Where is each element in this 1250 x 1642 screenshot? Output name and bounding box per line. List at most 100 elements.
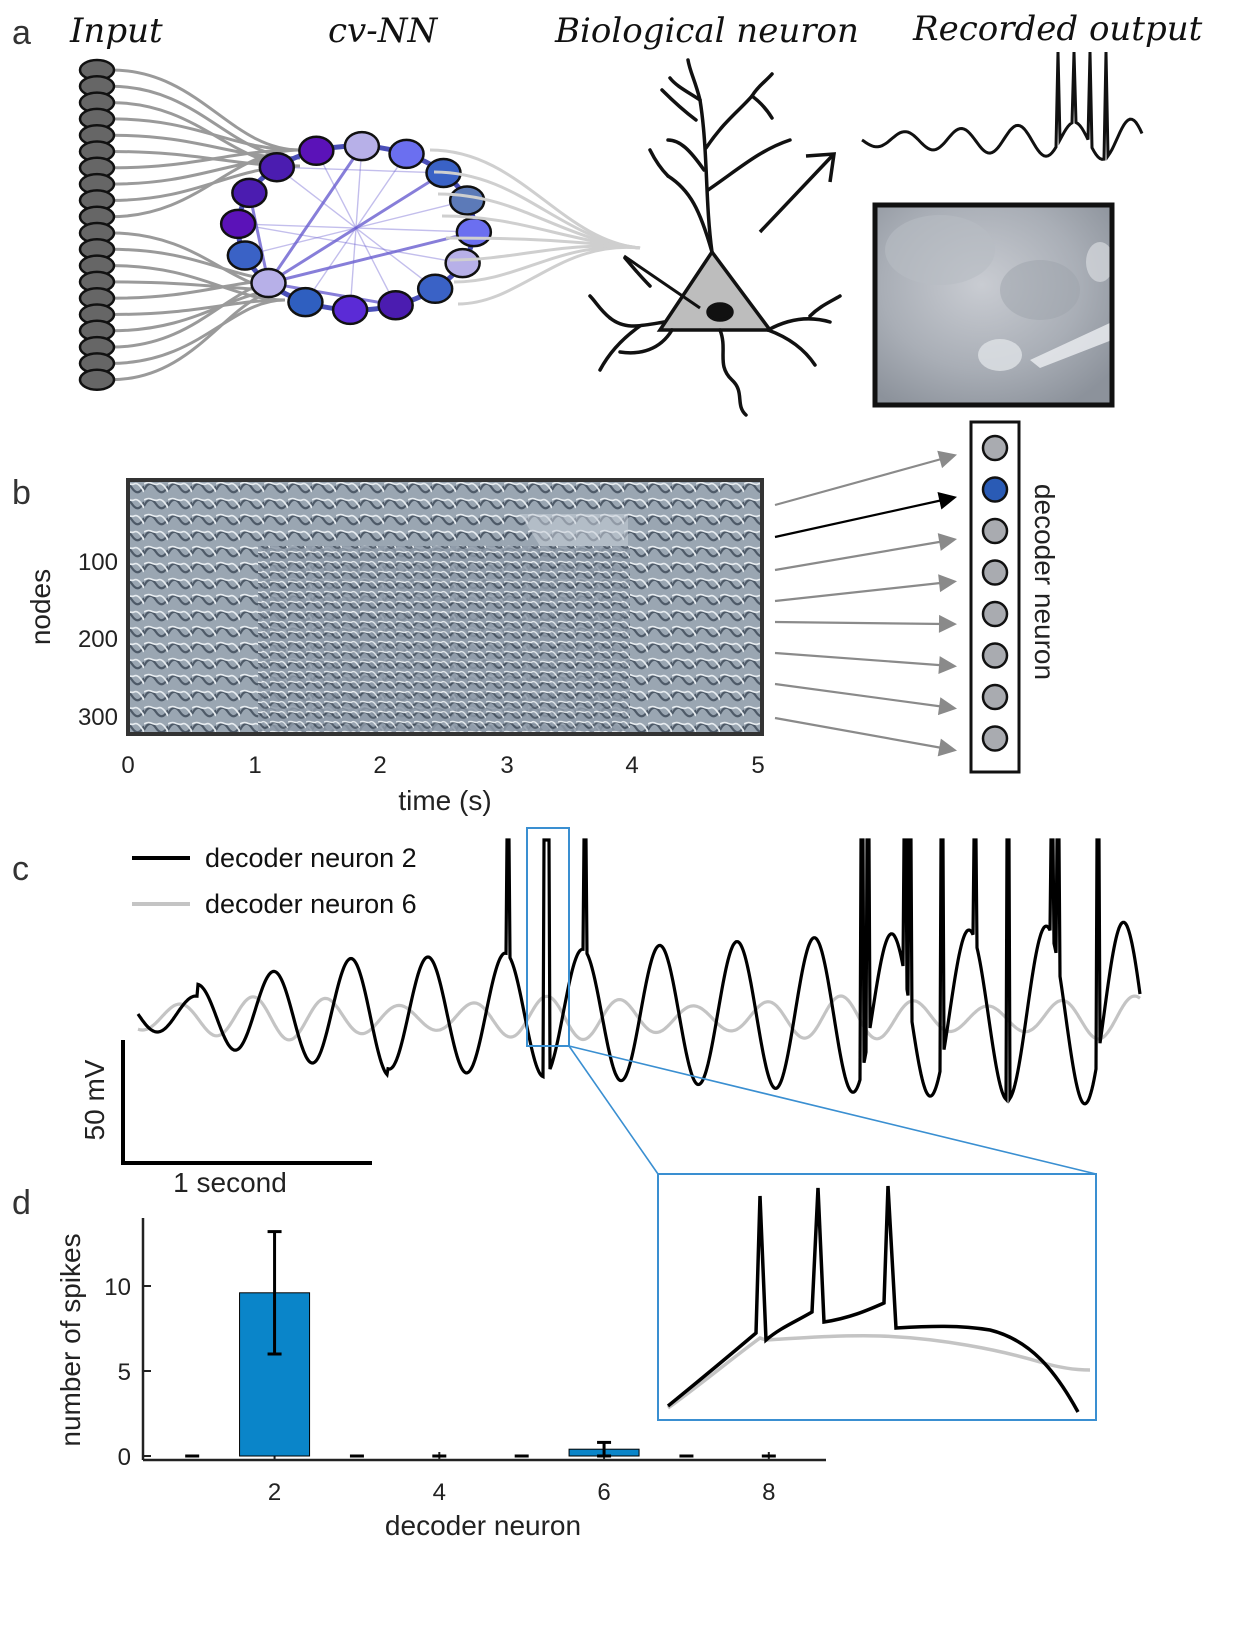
cvnn-node xyxy=(250,267,287,299)
zoom-selection-box xyxy=(526,827,570,1047)
network-edge xyxy=(238,223,474,233)
network-edge xyxy=(315,150,397,306)
electrode-line xyxy=(623,254,701,310)
decoder-arrowhead xyxy=(938,614,957,633)
heatmap-xtick-2: 2 xyxy=(373,752,386,779)
decoder-node xyxy=(981,683,1009,711)
arrowhead-to-recording xyxy=(805,152,837,183)
network-edge xyxy=(267,145,364,284)
decoder-arrowhead xyxy=(938,656,957,675)
output-connection xyxy=(457,245,641,306)
network-edge xyxy=(276,166,436,290)
decoder-arrow xyxy=(774,716,946,750)
scale-bar-time-label: 1 second xyxy=(173,1167,287,1198)
heatmap-ytick-300: 300 xyxy=(78,704,118,731)
decoder-arrow xyxy=(774,651,946,667)
network-edge xyxy=(244,199,468,257)
label-input: Input xyxy=(69,11,163,51)
arrow-to-recording xyxy=(758,154,834,234)
decoder-arrow xyxy=(774,620,946,626)
network-edge xyxy=(268,230,475,285)
bar-chart-ytick-label: 5 xyxy=(118,1359,131,1386)
cvnn-nodes xyxy=(219,130,493,326)
heatmap-x-label: time (s) xyxy=(398,785,491,816)
heatmap-xtick-0: 0 xyxy=(121,752,134,779)
panel-letter-b: b xyxy=(12,474,31,512)
cvnn-node xyxy=(258,151,296,183)
decoder-arrow xyxy=(774,581,946,603)
decoder-node-active xyxy=(981,476,1009,503)
decoder-arrowhead xyxy=(937,533,957,551)
heatmap-xtick-3: 3 xyxy=(500,752,513,779)
heatmap-y-label: nodes xyxy=(25,569,56,645)
decoder-arrows xyxy=(774,450,957,757)
panel-letter-d: d xyxy=(12,1184,31,1222)
cvnn-node xyxy=(287,286,324,318)
cvnn-node xyxy=(388,138,425,170)
heatmap-xtick-4: 4 xyxy=(625,752,638,779)
cvnn-node xyxy=(444,247,481,279)
bar-chart-xtick-label: 4 xyxy=(433,1479,446,1506)
decoder-arrowhead xyxy=(937,738,957,757)
input-connection xyxy=(110,117,301,152)
cvnn-node xyxy=(416,273,454,305)
biological-neuron-drawing xyxy=(588,58,842,417)
bar-chart-y-label: number of spikes xyxy=(55,1233,86,1446)
bar-chart: 0 5 10 2 4 6 8 xyxy=(104,1218,826,1506)
bar-chart-x-label: decoder neuron xyxy=(385,1510,581,1541)
label-biological-neuron: Biological neuron xyxy=(554,11,859,51)
heatmap-ytick-100: 100 xyxy=(78,549,118,576)
decoder-arrowhead xyxy=(938,574,957,593)
heatmap-ytick-200: 200 xyxy=(78,626,118,653)
cvnn-node xyxy=(298,135,335,167)
panel-letter-c: c xyxy=(12,850,29,888)
trace-decoder-neuron-2 xyxy=(136,838,1142,1106)
bar-chart-ytick-label: 0 xyxy=(118,1444,131,1471)
decoder-arrowhead xyxy=(937,450,957,469)
bar-chart-ytick-label: 10 xyxy=(104,1274,131,1301)
decoder-node xyxy=(981,517,1009,545)
input-connection xyxy=(110,68,301,152)
zoom-inset xyxy=(657,1173,1097,1421)
decoder-neuron-label: decoder neuron xyxy=(1029,484,1060,680)
cvnn-node xyxy=(331,294,369,326)
label-recorded-output: Recorded output xyxy=(912,9,1203,49)
inset-trace-n2 xyxy=(666,1185,1080,1413)
network-edge xyxy=(238,223,463,264)
decoder-arrowhead xyxy=(937,491,957,510)
input-nodes xyxy=(78,58,116,391)
decoder-node xyxy=(981,600,1009,628)
network-edge xyxy=(304,153,408,303)
cvnn-node xyxy=(455,216,493,248)
microscope-image xyxy=(872,202,1115,408)
cvnn-node xyxy=(231,177,268,209)
decoder-arrow xyxy=(774,456,946,507)
input-node xyxy=(78,368,116,391)
input-connection xyxy=(110,148,301,170)
output-connection xyxy=(453,245,641,284)
decoder-arrow xyxy=(774,498,946,539)
decoder-nodes xyxy=(981,434,1009,752)
bar-chart-xtick-label: 2 xyxy=(268,1479,281,1506)
recorded-output-trace xyxy=(861,51,1144,161)
cvnn-node xyxy=(226,240,264,271)
input-connection xyxy=(110,298,286,365)
decoder-node xyxy=(981,559,1009,586)
input-connection xyxy=(110,298,286,316)
bar-chart-xtick-label: 8 xyxy=(762,1479,775,1506)
label-cvnn: cv-NN xyxy=(328,11,438,51)
decoder-arrow xyxy=(774,539,946,572)
output-connections xyxy=(429,148,641,306)
cvnn-node xyxy=(448,185,486,216)
network-edge xyxy=(349,146,363,310)
cvnn-node xyxy=(343,130,381,162)
panel-letter-a: a xyxy=(12,14,31,52)
network-edge xyxy=(267,171,445,285)
network-edge xyxy=(276,166,444,174)
decoder-node xyxy=(981,642,1009,669)
legend-label-n2: decoder neuron 2 xyxy=(205,843,417,873)
decoder-box xyxy=(969,420,1021,774)
decoder-node xyxy=(981,434,1009,462)
decoder-arrowhead xyxy=(937,697,957,716)
